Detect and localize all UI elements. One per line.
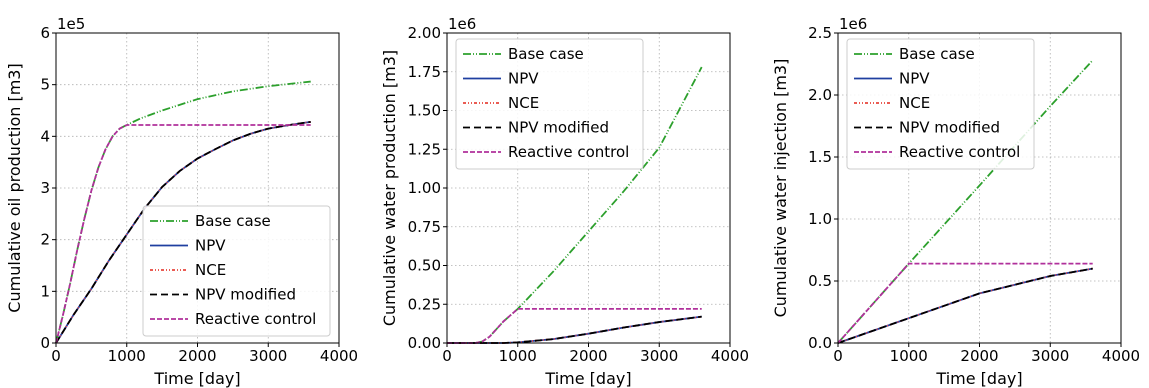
legend: Base case NPV NCE NPV modified Reactive cont…: [142, 205, 331, 337]
y-tick-label: 5: [40, 76, 50, 94]
legend-entry-label: Reactive control: [508, 143, 629, 161]
legend-entry-label: NPV modified: [899, 119, 1000, 137]
axis-offset-text: 1e6: [839, 15, 867, 33]
legend-box: [846, 38, 1035, 170]
series-line-nce: [55, 120, 311, 344]
y-tick-label: 2.0: [808, 86, 832, 104]
y-tick-label: 6: [40, 24, 50, 42]
y-tick-label: 2: [40, 231, 50, 249]
legend-entry-label: NPV: [508, 70, 539, 88]
legend-box: [142, 205, 331, 337]
y-tick-label: 1.75: [408, 63, 441, 81]
axis-offset-text: 1e6: [448, 15, 476, 33]
y-tick-label: 1.50: [408, 102, 441, 120]
legend-entry-label: Base case: [899, 45, 975, 63]
legend: Base case NPV NCE NPV modified Reactive cont…: [846, 38, 1035, 170]
series-line-npv: [837, 267, 1093, 344]
legend-entry-label: NCE: [508, 94, 539, 112]
legend-entry-label: NPV modified: [508, 119, 609, 137]
y-tick-label: 2.5: [808, 24, 832, 42]
legend-entry-label: Reactive control: [899, 143, 1020, 161]
y-tick-label: 4: [40, 127, 50, 145]
y-tick-label: 0.50: [408, 257, 441, 275]
legend-box: [455, 38, 644, 170]
legend-entry-label: NCE: [195, 261, 226, 279]
x-tick-label: 4000: [1102, 347, 1140, 365]
x-tick-label: 0: [51, 347, 61, 365]
x-tick-label: 2000: [569, 347, 607, 365]
x-axis-label: Time [day]: [935, 369, 1022, 388]
y-tick-label: 0.75: [408, 218, 441, 236]
legend-entry-label: NPV modified: [195, 286, 296, 304]
y-tick-label: 1: [40, 282, 50, 300]
y-axis-label: Cumulative oil production [m3]: [5, 63, 24, 312]
x-tick-label: 4000: [320, 347, 358, 365]
y-axis-label: Cumulative water injection [m3]: [771, 59, 790, 318]
series-line-reactive-control: [55, 124, 311, 344]
legend-entry-label: NCE: [899, 94, 930, 112]
x-tick-label: 1000: [108, 347, 146, 365]
x-tick-label: 3000: [640, 347, 678, 365]
legend-entry-label: Reactive control: [195, 310, 316, 328]
legend-entry-label: NPV: [195, 237, 226, 255]
x-tick-label: 1000: [499, 347, 537, 365]
y-tick-label: 0.25: [408, 295, 441, 313]
y-tick-label: 1.0: [808, 210, 832, 228]
series-line-npv-modified: [55, 120, 311, 344]
y-axis-label: Cumulative water production [m3]: [380, 50, 399, 326]
y-tick-label: 1.00: [408, 179, 441, 197]
y-tick-label: 0: [40, 334, 50, 352]
legend-entry-label: Base case: [195, 212, 271, 230]
y-tick-label: 0.0: [808, 334, 832, 352]
series-line-npv-modified: [837, 267, 1093, 344]
chart-panel-1: 0 1000 2000 3000 4000 0 1 2 3 4 5 6 1e5 Time [day] Cum…: [5, 15, 358, 388]
y-tick-label: 2.00: [408, 24, 441, 42]
x-tick-label: 1000: [890, 347, 928, 365]
series-line-reactive-control: [837, 262, 1093, 344]
y-tick-label: 1.25: [408, 140, 441, 158]
chart-panel-2: 0 1000 2000 3000 4000 0.00 0.25 0.50 0.75 1.00 1.2…: [380, 15, 749, 388]
chart-panel-3: 0 1000 2000 3000 4000 0.0 0.5 1.0 1.5 2.0 2.5 1e6 Ti…: [771, 15, 1140, 388]
y-tick-label: 0.5: [808, 272, 832, 290]
x-tick-label: 3000: [249, 347, 287, 365]
x-tick-label: 2000: [178, 347, 216, 365]
x-tick-label: 4000: [711, 347, 749, 365]
series-line-reactive-control: [447, 307, 702, 344]
x-axis-label: Time [day]: [544, 369, 631, 388]
x-tick-label: 0: [833, 347, 843, 365]
y-tick-label: 1.5: [808, 148, 832, 166]
x-tick-label: 0: [442, 347, 452, 365]
x-axis-label: Time [day]: [153, 369, 240, 388]
axis-offset-text: 1e5: [57, 15, 85, 33]
y-tick-label: 0.00: [408, 334, 441, 352]
x-tick-label: 2000: [960, 347, 998, 365]
legend: Base case NPV NCE NPV modified Reactive cont…: [455, 38, 644, 170]
legend-entry-label: NPV: [899, 70, 930, 88]
series-line-nce: [837, 267, 1093, 344]
legend-entry-label: Base case: [508, 45, 584, 63]
x-tick-label: 3000: [1031, 347, 1069, 365]
y-tick-label: 3: [40, 179, 50, 197]
